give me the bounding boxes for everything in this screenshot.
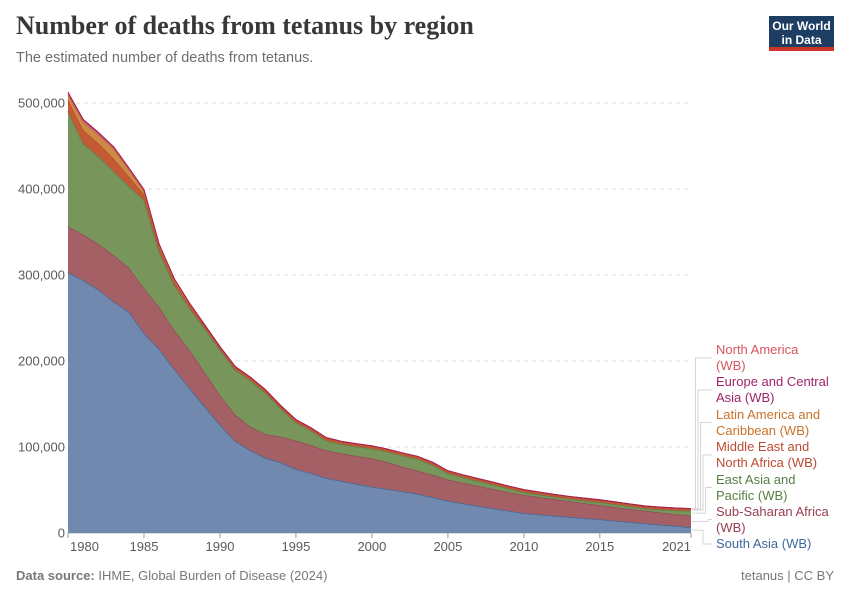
svg-text:100,000: 100,000	[18, 440, 65, 455]
svg-text:2005: 2005	[433, 539, 462, 554]
svg-text:2021: 2021	[662, 539, 691, 554]
svg-text:0: 0	[58, 526, 65, 541]
svg-text:1980: 1980	[70, 539, 99, 554]
svg-text:2010: 2010	[509, 539, 538, 554]
svg-text:2000: 2000	[357, 539, 386, 554]
svg-text:1990: 1990	[206, 539, 235, 554]
svg-text:300,000: 300,000	[18, 268, 65, 283]
svg-text:1985: 1985	[130, 539, 159, 554]
svg-text:1995: 1995	[281, 539, 310, 554]
svg-text:400,000: 400,000	[18, 182, 65, 197]
svg-text:200,000: 200,000	[18, 354, 65, 369]
svg-text:2015: 2015	[585, 539, 614, 554]
svg-text:500,000: 500,000	[18, 96, 65, 111]
